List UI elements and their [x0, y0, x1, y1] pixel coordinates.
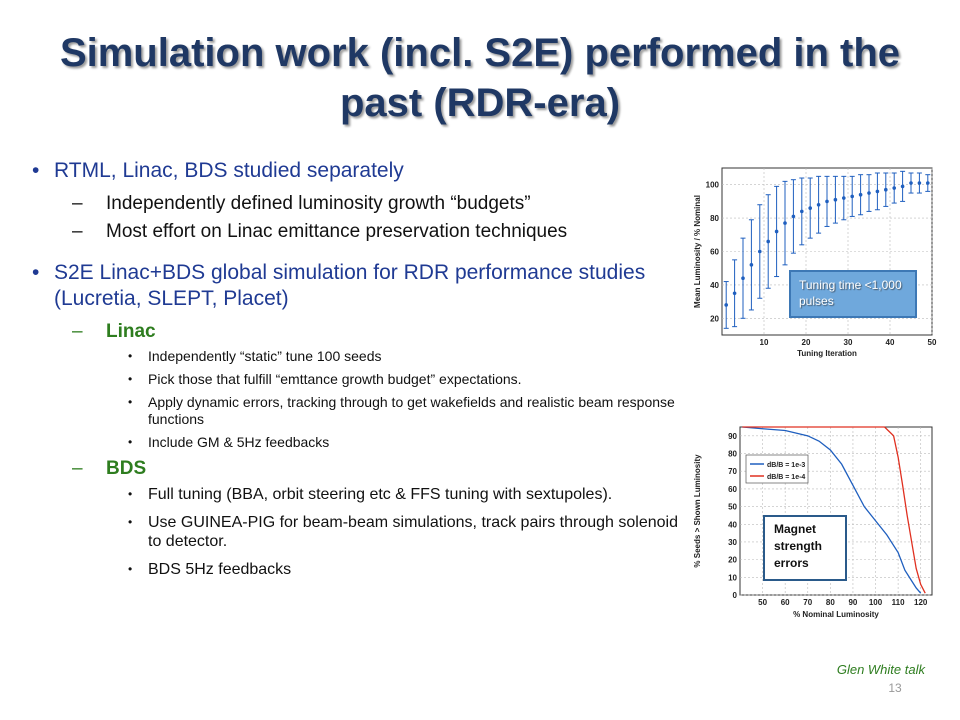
- data-point: [808, 206, 812, 210]
- data-point: [875, 189, 880, 194]
- slide-body: • RTML, Linac, BDS studied separately – …: [32, 158, 682, 588]
- tuning-luminosity-chart: 10 20 30 40 50 20 40 60 80 100 Tuning Iteration Mea…: [693, 167, 937, 358]
- y-tick-label: 40: [728, 520, 737, 529]
- sub-bullet-linac: – Linac: [72, 321, 156, 342]
- y-tick-label: 0: [733, 591, 738, 600]
- x-tick-label: 50: [928, 338, 937, 347]
- x-tick-label: 10: [760, 338, 769, 347]
- legend-label: dB/B = 1e-4: [767, 474, 805, 481]
- sub-bullet-linac-effort: – Most effort on Linac emittance preserv…: [72, 221, 568, 242]
- dash-glyph: –: [72, 321, 83, 342]
- data-point: [833, 197, 838, 202]
- series-line: [742, 426, 926, 594]
- x-tick-label: 60: [781, 598, 790, 607]
- data-point: [858, 192, 863, 197]
- sub-bullet-budgets: – Independently defined luminosity growt…: [72, 193, 531, 214]
- data-point: [732, 291, 737, 296]
- page-number: 13: [888, 681, 902, 695]
- author-credit: Glen White talk: [836, 662, 925, 677]
- data-point: [774, 229, 779, 234]
- data-point: [749, 263, 754, 267]
- x-tick-label: 90: [848, 598, 857, 607]
- y-tick-label: 10: [728, 573, 737, 582]
- bds-item: • Full tuning (BBA, orbit steering etc &…: [128, 486, 613, 503]
- data-point: [766, 239, 770, 244]
- data-point: [926, 181, 930, 185]
- bds-item: • Use GUINEA-PIG for beam-beam simulatio…: [128, 514, 678, 550]
- y-tick-label: 60: [710, 248, 719, 257]
- bullet-glyph: •: [32, 261, 40, 284]
- y-tick-label: 80: [710, 214, 719, 223]
- y-tick-label: 30: [728, 538, 737, 547]
- bullet-rtml: • RTML, Linac, BDS studied separately: [32, 159, 404, 182]
- x-tick-label: 40: [886, 338, 895, 347]
- dash-glyph: –: [72, 458, 83, 479]
- linac-item: • Independently “static” tune 100 seeds: [128, 348, 382, 364]
- data-point: [800, 209, 804, 214]
- x-axis-label: Tuning Iteration: [797, 349, 857, 358]
- data-point: [900, 184, 905, 189]
- y-tick-label: 20: [728, 556, 737, 565]
- y-tick-label: 90: [728, 432, 737, 441]
- x-tick-label: 120: [914, 598, 928, 607]
- data-point: [825, 199, 829, 204]
- series-line: [742, 426, 922, 594]
- data-point: [724, 303, 728, 307]
- x-tick-label: 20: [802, 338, 811, 347]
- sub-bullet-bds: – BDS: [72, 458, 147, 479]
- y-tick-label: 70: [728, 467, 737, 476]
- slide-title: Simulation work (incl. S2E) performed in…: [20, 28, 940, 128]
- y-axis-label: % Seeds > Shown Luminosity: [693, 454, 702, 568]
- bullet-glyph: •: [32, 159, 40, 182]
- x-tick-label: 70: [803, 598, 812, 607]
- y-tick-label: 60: [728, 485, 737, 494]
- linac-item: • Pick those that fulfill “emttance grow…: [128, 371, 522, 387]
- y-tick-label: 100: [706, 181, 720, 190]
- x-axis-label: % Nominal Luminosity: [793, 610, 879, 619]
- data-point: [917, 181, 922, 185]
- x-tick-label: 30: [844, 338, 853, 347]
- tuning-time-callout: Tuning time <1,000 pulses: [789, 270, 917, 318]
- bds-item: • BDS 5Hz feedbacks: [128, 561, 292, 578]
- y-tick-label: 50: [728, 503, 737, 512]
- x-tick-label: 80: [826, 598, 835, 607]
- y-tick-label: 80: [728, 450, 737, 459]
- title-line-2: past (RDR-era): [339, 81, 621, 125]
- x-tick-label: 100: [869, 598, 883, 607]
- y-tick-label: 40: [710, 281, 719, 290]
- dash-glyph: –: [72, 221, 83, 242]
- data-point: [758, 249, 762, 254]
- title-line-1: Simulation work (incl. S2E) performed in…: [59, 31, 901, 75]
- data-point: [867, 191, 871, 195]
- y-tick-label: 20: [710, 314, 719, 323]
- legend-box: [745, 454, 809, 484]
- dash-glyph: –: [72, 193, 83, 214]
- data-point: [741, 276, 745, 281]
- legend-label: dB/B = 1e-3: [767, 462, 805, 469]
- linac-item: • Include GM & 5Hz feedbacks: [128, 434, 330, 450]
- x-tick-label: 110: [892, 598, 905, 607]
- data-point: [783, 221, 787, 225]
- data-point: [791, 214, 796, 219]
- data-point: [816, 202, 821, 207]
- y-axis-label: Mean Luminosity / % Nominal: [693, 195, 702, 308]
- data-point: [842, 196, 846, 200]
- data-point: [892, 186, 896, 190]
- bullet-s2e: • S2E Linac+BDS global simulation for RD…: [32, 261, 646, 310]
- data-point: [850, 194, 854, 199]
- data-point: [909, 181, 913, 185]
- magnet-errors-callout: Magnet strength errors: [763, 515, 847, 581]
- x-tick-label: 50: [758, 598, 767, 607]
- data-point: [884, 187, 888, 192]
- linac-item: • Apply dynamic errors, tracking through…: [128, 394, 675, 427]
